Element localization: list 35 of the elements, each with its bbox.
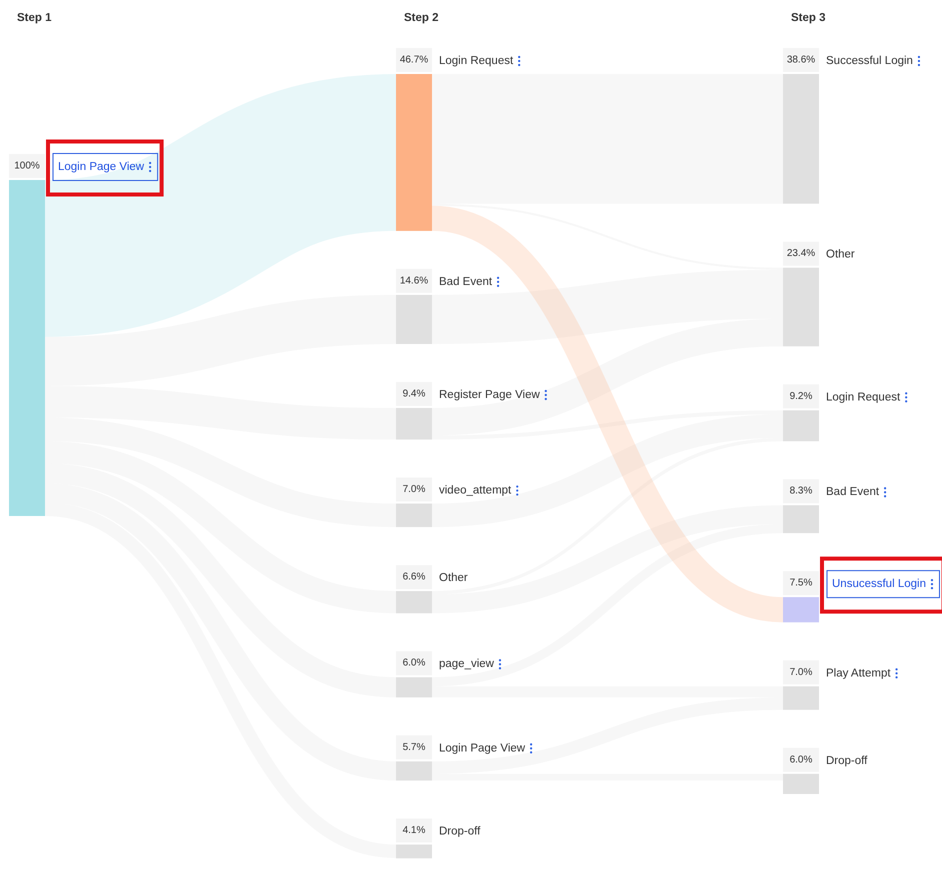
category-label: Login Page View — [58, 161, 145, 173]
data-label: 5.7% — [402, 742, 426, 753]
data-label: 100% — [14, 160, 40, 172]
data-label: 46.7% — [400, 54, 428, 66]
category-label: Login Request — [826, 391, 901, 404]
data-label: 6.6% — [402, 572, 426, 583]
category-label: Successful Login — [826, 55, 913, 67]
data-label: 6.0% — [402, 658, 426, 669]
category-label: Bad Event — [826, 486, 880, 498]
data-label: 7.0% — [790, 666, 813, 678]
category-label: Register Page View — [439, 388, 540, 401]
data-label: 14.6% — [400, 275, 428, 286]
data-label: 23.4% — [786, 248, 816, 260]
data-label: 6.0% — [790, 754, 813, 766]
text: Step 2 — [404, 12, 439, 24]
data-label: 9.4% — [402, 388, 426, 400]
data-label: 8.3% — [790, 486, 813, 497]
category-label: Drop-off — [826, 754, 868, 767]
category-label: Play Attempt — [826, 667, 892, 680]
data-label: 9.2% — [790, 390, 813, 402]
category-label: Login Request — [439, 55, 514, 67]
data-label: 7.0% — [402, 484, 426, 496]
category-label: video_attempt — [439, 484, 512, 497]
category-label: Bad Event — [439, 276, 493, 288]
category-label: Other — [826, 248, 855, 261]
data-label: 38.6% — [786, 54, 816, 66]
category-label: Unsucessful Login — [832, 578, 926, 590]
category-label: page_view — [439, 658, 495, 670]
text: Step 1 — [17, 12, 52, 24]
text: Step 3 — [791, 12, 826, 24]
category-label: Drop-off — [439, 826, 482, 838]
data-label: 7.5% — [790, 578, 813, 589]
data-label: 4.1% — [402, 825, 426, 836]
category-label: Login Page View — [439, 742, 526, 754]
category-label: Other — [439, 572, 468, 584]
